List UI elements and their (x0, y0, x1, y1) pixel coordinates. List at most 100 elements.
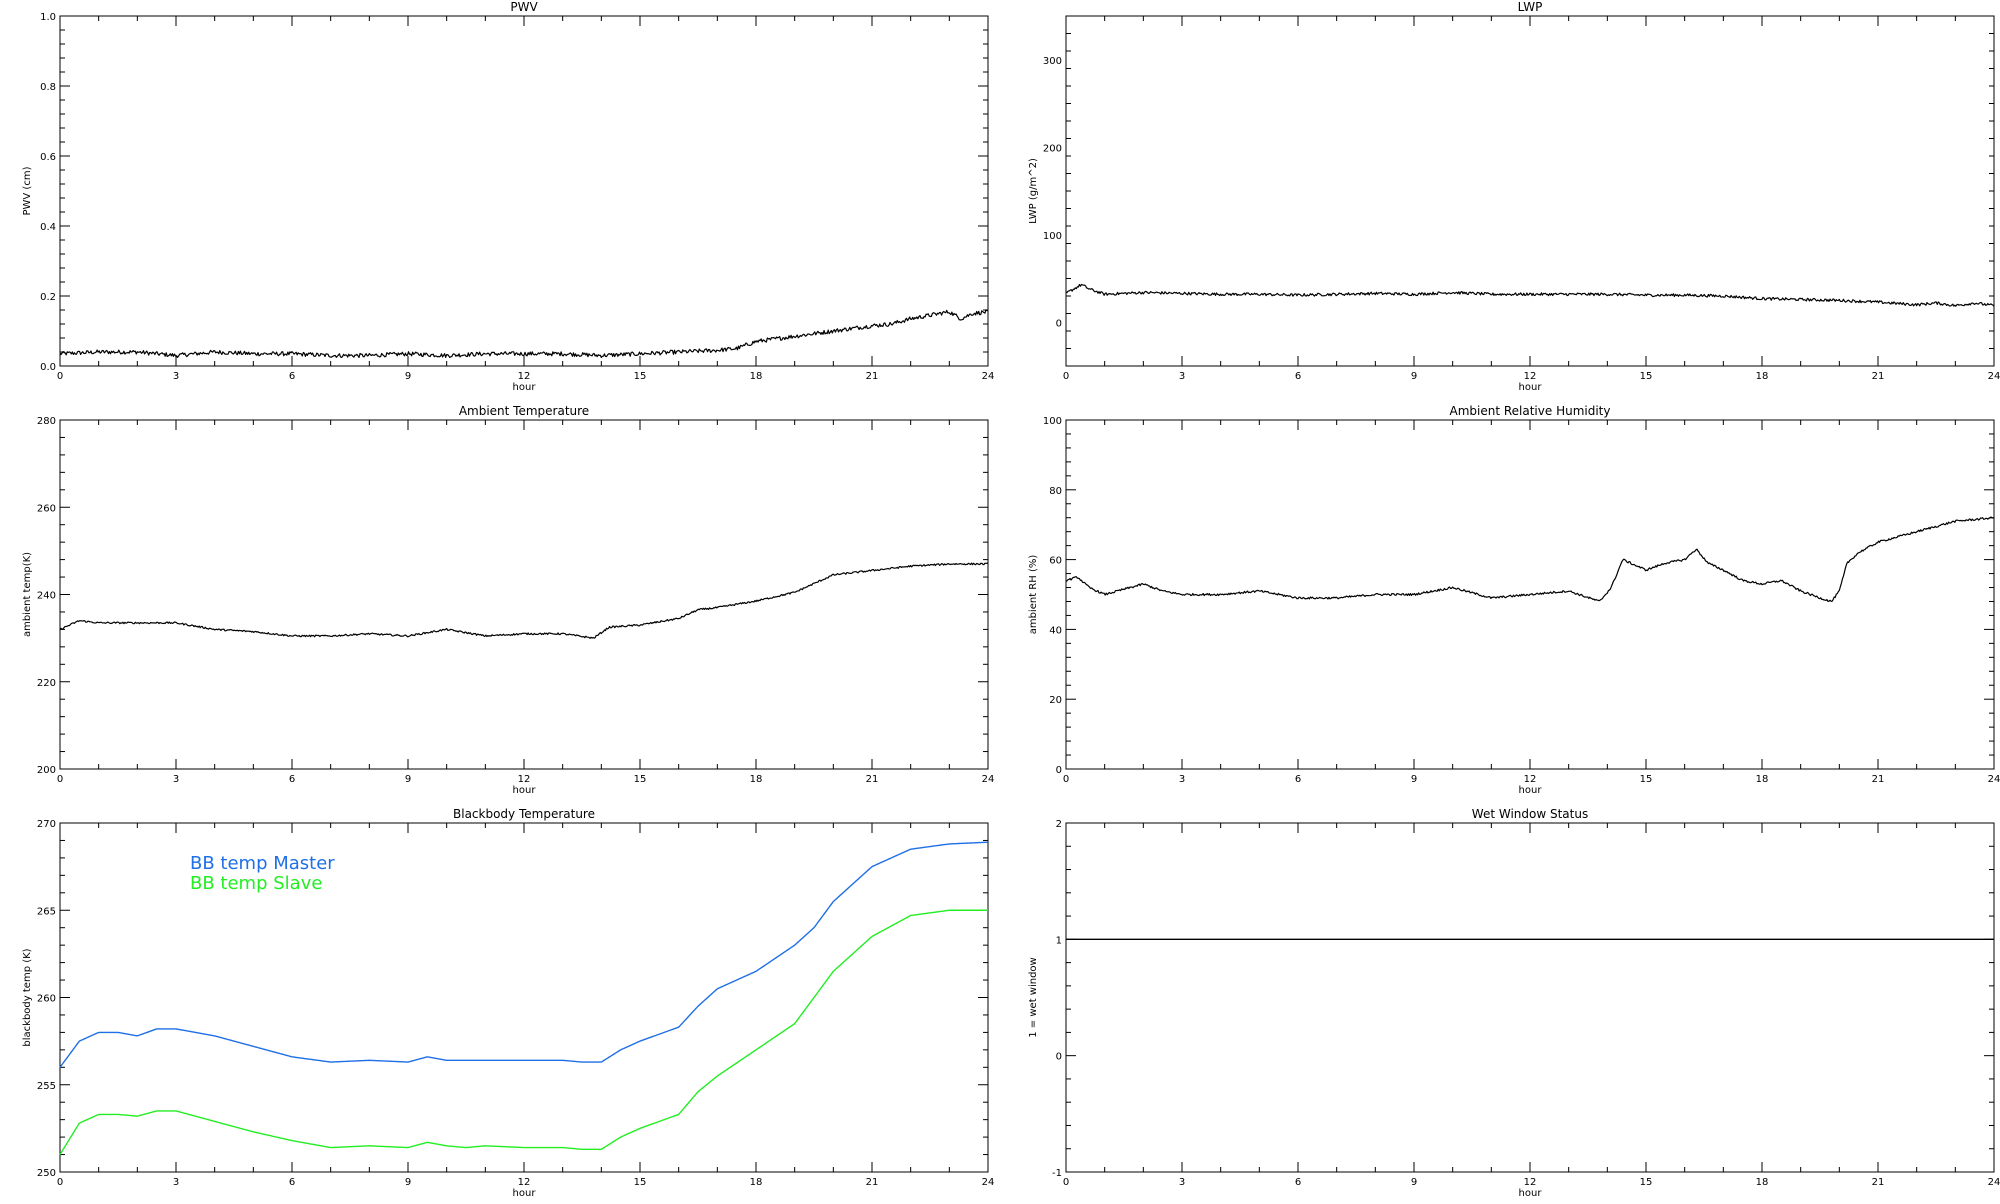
y-tick-label: 60 (1049, 556, 1062, 567)
y-tick-label: 0 (1056, 318, 1062, 329)
chart-panel-5: Blackbody Temperature 0 3 6 9 12 15 18 21 24 hour 2… (22, 807, 994, 1199)
y-axis-label: LWP (g/m^2) (1028, 158, 1039, 224)
x-tick-label: 15 (634, 1177, 647, 1188)
series-line-1 (1065, 516, 1995, 602)
y-tick-label: 0.0 (40, 362, 56, 373)
y-tick-label: 265 (37, 906, 56, 917)
chart-panel-2: LWP 0 3 6 9 12 15 18 21 24 hour 0 100 200 300 LWP (g/m^… (1028, 0, 2000, 393)
y-tick-label: 270 (37, 819, 56, 830)
x-tick-label: 24 (982, 774, 995, 785)
y-tick-label: 1 (1056, 935, 1062, 946)
x-tick-label: 12 (518, 774, 531, 785)
x-tick-label: 3 (173, 774, 179, 785)
chart-panel-1: PWV 0 3 6 9 12 15 18 21 24 hour 0.0 0.2 0.4 0.6 0.8 1.0 P… (22, 0, 994, 393)
series-line-1 (59, 562, 989, 639)
series-line-2 (59, 909, 988, 1155)
y-tick-label: -1 (1052, 1168, 1062, 1179)
x-axis-label: hour (513, 785, 537, 796)
x-axis-label: hour (513, 382, 537, 393)
x-tick-label: 9 (1411, 774, 1417, 785)
x-tick-label: 24 (982, 371, 995, 382)
series-line-1 (59, 309, 989, 359)
y-axis-label: ambient temp(K) (22, 552, 33, 637)
x-tick-label: 0 (1063, 371, 1069, 382)
x-tick-label: 18 (1756, 1177, 1769, 1188)
y-tick-label: 280 (37, 416, 56, 427)
x-tick-label: 15 (1640, 1177, 1653, 1188)
chart-title: PWV (510, 0, 538, 14)
y-tick-label: 2 (1056, 819, 1062, 830)
y-tick-label: 0 (1056, 1052, 1062, 1063)
x-tick-label: 21 (1872, 774, 1885, 785)
x-tick-label: 12 (518, 1177, 531, 1188)
x-axis-label: hour (1519, 785, 1543, 796)
plot-frame (59, 419, 989, 770)
x-tick-label: 21 (1872, 1177, 1885, 1188)
y-tick-label: 255 (37, 1081, 56, 1092)
x-tick-label: 9 (1411, 1177, 1417, 1188)
x-tick-label: 6 (1295, 371, 1301, 382)
x-tick-label: 12 (1524, 1177, 1537, 1188)
x-tick-label: 24 (1988, 371, 2000, 382)
x-tick-label: 21 (866, 774, 879, 785)
x-axis-label: hour (513, 1188, 537, 1199)
x-tick-label: 21 (866, 371, 879, 382)
legend-entry: BB temp Master (190, 853, 335, 874)
y-tick-label: 80 (1049, 486, 1062, 497)
x-tick-label: 18 (750, 774, 763, 785)
chart-title: Blackbody Temperature (453, 807, 595, 821)
x-tick-label: 0 (1063, 1177, 1069, 1188)
y-tick-label: 0.4 (40, 222, 56, 233)
x-axis-label: hour (1519, 1188, 1543, 1199)
x-tick-label: 9 (405, 774, 411, 785)
x-tick-label: 12 (518, 371, 531, 382)
y-tick-label: 240 (37, 591, 56, 602)
legend-entry: BB temp Slave (190, 873, 322, 894)
x-tick-label: 12 (1524, 774, 1537, 785)
chart-panel-3: Ambient Temperature 0 3 6 9 12 15 18 21 24 hour 200… (22, 404, 994, 796)
chart-title: LWP (1518, 0, 1543, 14)
y-axis-label: ambient RH (%) (1028, 555, 1039, 635)
y-tick-label: 100 (1043, 416, 1062, 427)
x-tick-label: 6 (289, 774, 295, 785)
x-tick-label: 0 (1063, 774, 1069, 785)
x-tick-label: 9 (405, 1177, 411, 1188)
y-tick-label: 0.8 (40, 82, 56, 93)
x-tick-label: 6 (289, 1177, 295, 1188)
x-tick-label: 12 (1524, 371, 1537, 382)
x-tick-label: 6 (1295, 774, 1301, 785)
y-tick-label: 20 (1049, 695, 1062, 706)
y-axis-label: blackbody temp (K) (22, 948, 33, 1046)
x-axis-label: hour (1519, 382, 1543, 393)
series-line-1 (59, 841, 989, 1068)
x-tick-label: 15 (634, 371, 647, 382)
x-tick-label: 3 (1179, 774, 1185, 785)
x-tick-label: 21 (1872, 371, 1885, 382)
y-tick-label: 1.0 (40, 12, 56, 23)
y-axis-label: PWV (cm) (22, 166, 33, 215)
x-tick-label: 24 (1988, 774, 2000, 785)
x-tick-label: 15 (634, 774, 647, 785)
x-tick-label: 15 (1640, 774, 1653, 785)
y-tick-label: 200 (1043, 143, 1062, 154)
y-tick-label: 260 (37, 994, 56, 1005)
y-axis-label: 1 = wet window (1028, 957, 1039, 1037)
plot-frame (1065, 15, 1995, 367)
x-tick-label: 3 (173, 1177, 179, 1188)
plot-frame (1065, 822, 1995, 1173)
x-tick-label: 24 (1988, 1177, 2000, 1188)
x-tick-label: 18 (1756, 371, 1769, 382)
x-tick-label: 15 (1640, 371, 1653, 382)
y-tick-label: 260 (37, 503, 56, 514)
plot-frame (59, 15, 989, 367)
x-tick-label: 9 (405, 371, 411, 382)
x-tick-label: 9 (1411, 371, 1417, 382)
x-tick-label: 0 (57, 371, 63, 382)
chart-panel-4: Ambient Relative Humidity 0 3 6 9 12 15 18 21 24 h… (1028, 404, 2000, 796)
chart-title: Ambient Temperature (459, 404, 589, 418)
x-tick-label: 3 (1179, 1177, 1185, 1188)
y-tick-label: 100 (1043, 231, 1062, 242)
